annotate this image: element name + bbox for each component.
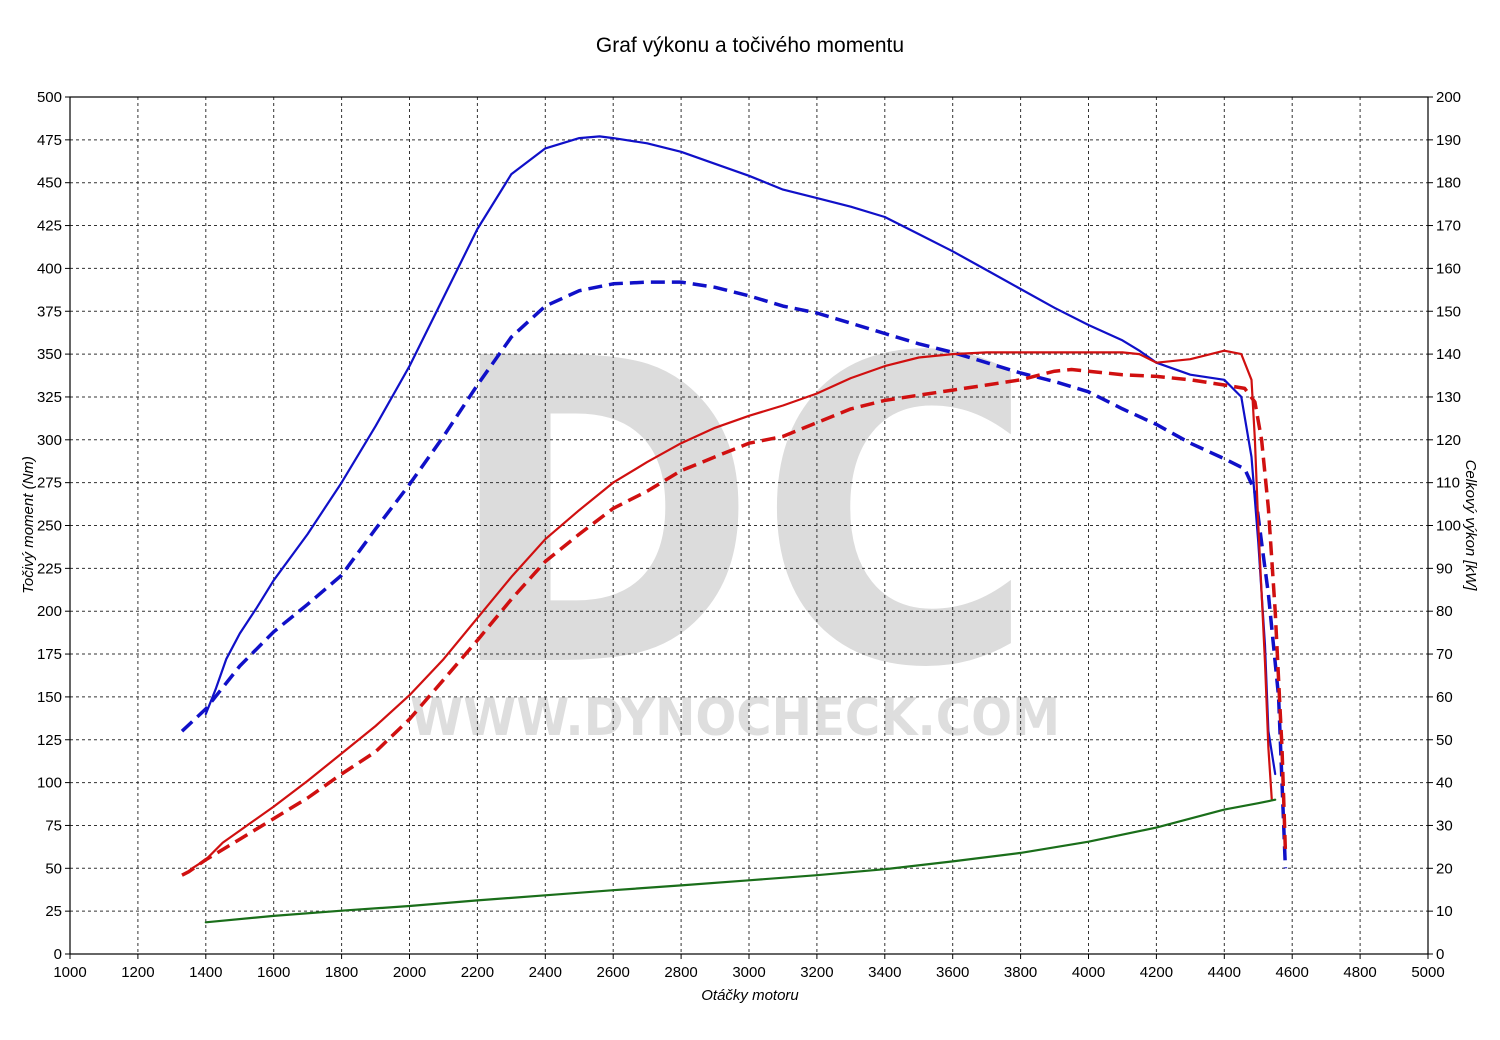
x-tick-label: 1000 <box>53 964 86 981</box>
y-left-tick-label: 75 <box>45 817 62 834</box>
y-right-tick-label: 190 <box>1436 132 1461 149</box>
series-line-torque-dashed <box>180 280 1288 869</box>
chart-title: Graf výkonu a točivého momentu <box>596 34 904 57</box>
watermark-url: WWW.DYNOCHECK.COM <box>410 688 1060 748</box>
y-left-tick-label: 375 <box>37 303 62 320</box>
y-right-tick-label: 80 <box>1436 603 1453 620</box>
y-left-tick-label: 450 <box>37 175 62 192</box>
y-left-tick-label: 275 <box>37 475 62 492</box>
axis-ticks: 1000 1200 1400 1600 1800 2000 2200 2400 2600 2800… <box>37 89 1461 981</box>
x-tick-label: 4000 <box>1072 964 1105 981</box>
y-axis-left-label: Točivý moment (Nm) <box>20 456 37 594</box>
y-left-tick-label: 175 <box>37 646 62 663</box>
x-axis-label: Otáčky motoru <box>701 987 799 1004</box>
y-right-tick-label: 20 <box>1436 860 1453 877</box>
y-left-tick-label: 100 <box>37 775 62 792</box>
y-axis-right-label: Celkový výkon [kW] <box>1462 460 1479 592</box>
grid <box>70 97 1428 954</box>
series-line-torque-dashed <box>181 367 1288 877</box>
y-right-tick-label: 140 <box>1436 346 1461 363</box>
x-tick-label: 1400 <box>189 964 222 981</box>
y-right-tick-label: 70 <box>1436 646 1453 663</box>
x-tick-label: 1200 <box>121 964 154 981</box>
y-right-tick-label: 150 <box>1436 303 1461 320</box>
x-tick-label: 1600 <box>257 964 290 981</box>
y-right-tick-label: 90 <box>1436 560 1453 577</box>
series-line-power-solid <box>204 798 1277 924</box>
y-left-tick-label: 125 <box>37 732 62 749</box>
y-left-tick-label: 50 <box>45 860 62 877</box>
x-tick-label: 4600 <box>1276 964 1309 981</box>
x-tick-label: 2400 <box>529 964 562 981</box>
y-right-tick-label: 60 <box>1436 689 1453 706</box>
x-tick-label: 4200 <box>1140 964 1173 981</box>
y-right-tick-label: 100 <box>1436 518 1461 535</box>
y-left-tick-label: 475 <box>37 132 62 149</box>
y-right-tick-label: 40 <box>1436 775 1453 792</box>
y-left-tick-label: 225 <box>37 560 62 577</box>
y-left-tick-label: 350 <box>37 346 62 363</box>
dc-watermark-logo: DC WWW.DYNOCHECK.COM <box>410 271 1060 760</box>
y-left-tick-label: 500 <box>37 89 62 106</box>
y-left-tick-label: 250 <box>37 518 62 535</box>
x-tick-label: 2200 <box>461 964 494 981</box>
x-tick-label: 4400 <box>1208 964 1241 981</box>
y-left-tick-label: 300 <box>37 432 62 449</box>
y-left-tick-label: 325 <box>37 389 62 406</box>
y-left-tick-label: 425 <box>37 218 62 235</box>
x-tick-label: 4800 <box>1343 964 1376 981</box>
y-right-tick-label: 200 <box>1436 89 1461 106</box>
x-tick-label: 2000 <box>393 964 426 981</box>
y-left-tick-label: 25 <box>45 903 62 920</box>
series-line-torque-solid <box>191 349 1273 870</box>
y-left-tick-label: 400 <box>37 260 62 277</box>
x-tick-label: 3800 <box>1004 964 1037 981</box>
y-right-tick-label: 130 <box>1436 389 1461 406</box>
watermark-logo-text: DC <box>445 271 1035 760</box>
y-right-tick-label: 30 <box>1436 817 1453 834</box>
y-right-tick-label: 110 <box>1436 475 1460 492</box>
y-left-tick-label: 150 <box>37 689 62 706</box>
x-tick-label: 5000 <box>1411 964 1444 981</box>
x-tick-label: 2600 <box>597 964 630 981</box>
y-left-tick-label: 200 <box>37 603 62 620</box>
y-right-tick-label: 10 <box>1436 903 1453 920</box>
series-line-torque-solid <box>204 135 1277 776</box>
x-tick-label: 3600 <box>936 964 969 981</box>
x-tick-label: 3000 <box>732 964 765 981</box>
y-right-tick-label: 50 <box>1436 732 1453 749</box>
x-tick-label: 1800 <box>325 964 358 981</box>
y-right-tick-label: 0 <box>1436 946 1444 963</box>
y-right-tick-label: 120 <box>1436 432 1461 449</box>
x-tick-label: 3400 <box>868 964 901 981</box>
y-left-tick-label: 0 <box>54 946 62 963</box>
x-tick-label: 2800 <box>664 964 697 981</box>
x-tick-label: 3200 <box>800 964 833 981</box>
plot-series <box>180 135 1288 924</box>
y-right-tick-label: 170 <box>1436 218 1461 235</box>
y-right-tick-label: 160 <box>1436 260 1461 277</box>
y-right-tick-label: 180 <box>1436 175 1461 192</box>
